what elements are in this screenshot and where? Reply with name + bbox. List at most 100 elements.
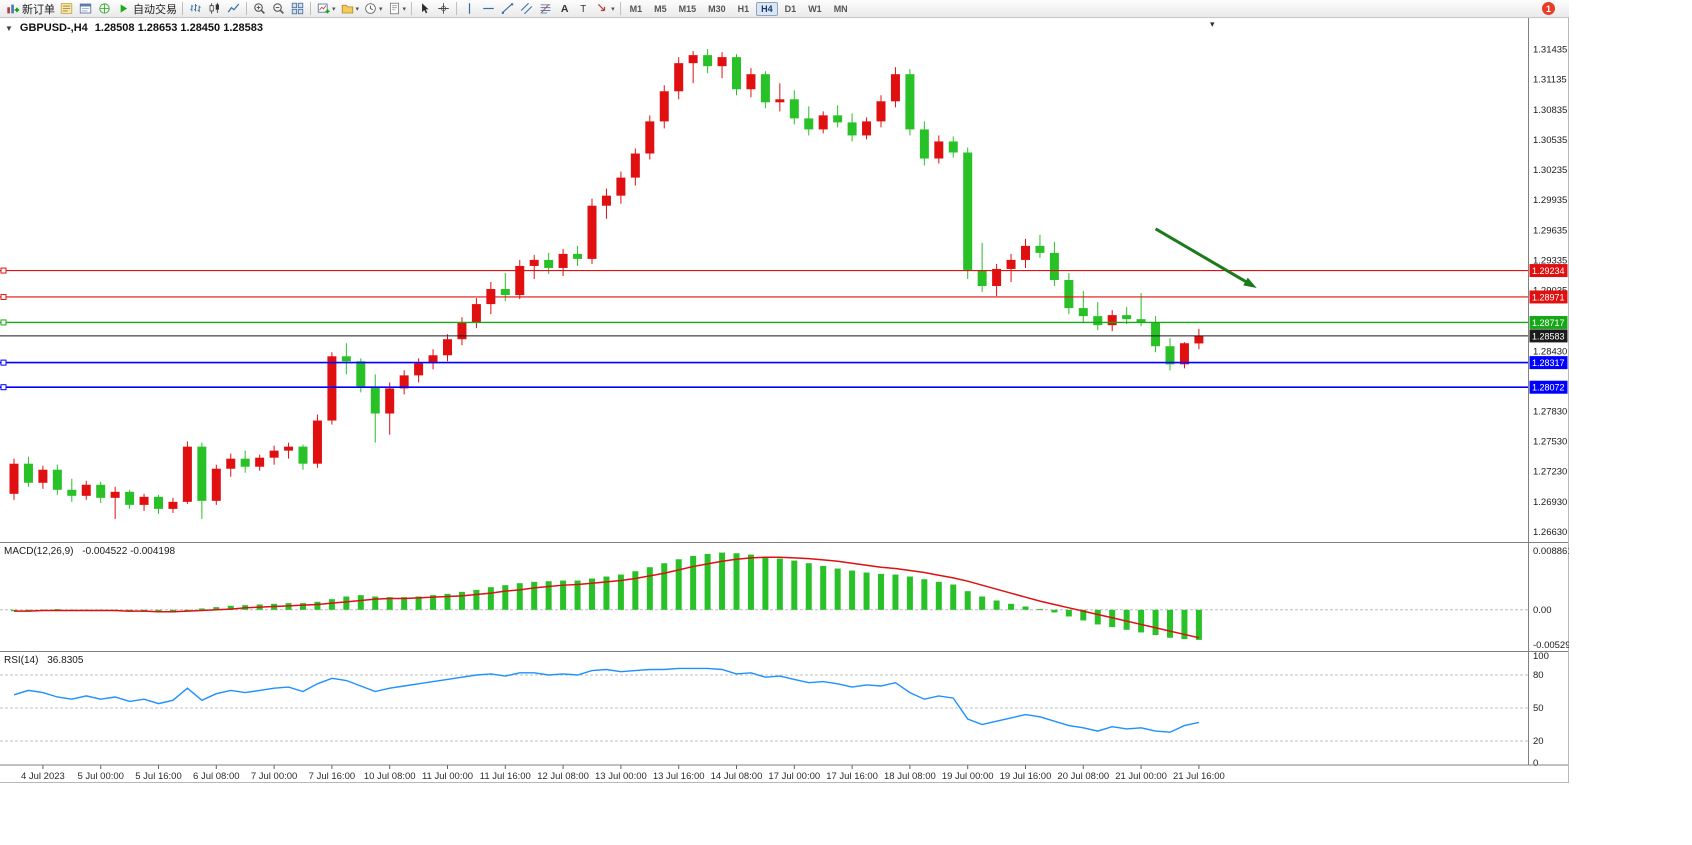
macd-histogram-bar	[603, 576, 610, 610]
zoom-out-button[interactable]	[269, 1, 288, 17]
line-handle[interactable]	[0, 359, 7, 366]
text-label-button[interactable]: T	[574, 1, 593, 17]
candle-body	[1151, 322, 1161, 347]
timeframe-h1-button[interactable]: H1	[737, 3, 750, 14]
arrow-object-head[interactable]	[1243, 277, 1257, 289]
rsi-scale-label: 20	[1533, 736, 1544, 747]
price-tag-label: 1.28317	[1532, 358, 1565, 368]
rsi-scale-label: 100	[1533, 651, 1549, 662]
candlestick-chart-button[interactable]	[205, 1, 224, 17]
macd-name: MACD(12,26,9)	[4, 546, 74, 557]
timeframe-h4-button[interactable]: H4	[756, 1, 778, 16]
line-handle[interactable]	[0, 267, 7, 274]
line-handle[interactable]	[0, 384, 7, 391]
candle-body	[862, 121, 872, 136]
timeframe-m15-button[interactable]: M15	[678, 3, 697, 14]
rsi-name: RSI(14)	[4, 655, 39, 666]
macd-histogram-bar	[54, 609, 61, 611]
label-icon: T	[576, 1, 591, 16]
date-axis-label: 17 Jul 16:00	[826, 771, 878, 782]
notification-badge[interactable]: 1	[1542, 2, 1555, 15]
market-watch-icon	[59, 1, 74, 16]
macd-histogram-bar	[690, 555, 697, 610]
line-handle[interactable]	[0, 319, 7, 326]
chart-shift-marker[interactable]: ▾	[1210, 19, 1215, 29]
candle-body	[414, 363, 424, 376]
macd-histogram-bar	[950, 584, 957, 610]
zoom-in-button[interactable]	[250, 1, 269, 17]
price-tag	[1529, 264, 1568, 278]
macd-histogram-bar	[328, 599, 335, 610]
candle-body	[471, 304, 481, 323]
macd-histogram-bar	[300, 603, 306, 610]
new-chart-icon	[316, 1, 331, 16]
macd-histogram-bar	[617, 574, 624, 610]
fibonacci-button[interactable]	[536, 1, 555, 17]
timeframe-mn-button[interactable]: MN	[833, 3, 848, 14]
macd-histogram-bar	[906, 576, 913, 610]
dropdown-caret-icon[interactable]: ▾	[379, 5, 383, 13]
vertical-line-button[interactable]	[460, 1, 479, 17]
dropdown-caret-icon[interactable]: ▾	[402, 5, 407, 13]
candle-body	[544, 259, 554, 268]
date-axis-label: 17 Jul 00:00	[768, 771, 820, 782]
main-toolbar: 新订单 自动交易 ▾ ▾ ▾ ▾ A T ▾ M1 M5 M15 M30 H1 H4 D1 W1 MN	[0, 0, 1569, 18]
templates-button[interactable]: ▾	[385, 1, 409, 17]
candle-body	[110, 491, 120, 498]
navigator-button[interactable]	[95, 1, 114, 17]
bar-chart-button[interactable]	[186, 1, 205, 17]
new-order-button[interactable]: 新订单	[3, 1, 57, 17]
timeframe-w1-button[interactable]: W1	[808, 3, 822, 14]
dropdown-caret-icon[interactable]: ▾	[355, 5, 360, 13]
line-handle[interactable]	[0, 293, 7, 300]
arrow-object[interactable]	[1154, 227, 1250, 285]
date-axis-label: 20 Jul 08:00	[1057, 771, 1109, 782]
macd-histogram-bar	[1181, 609, 1188, 640]
timeframe-m5-button[interactable]: M5	[654, 3, 667, 14]
macd-histogram-bar	[834, 568, 841, 610]
timeframe-d1-button[interactable]: D1	[784, 3, 797, 14]
macd-histogram-bar	[805, 563, 812, 610]
candle-body	[1078, 308, 1088, 317]
toolbar-separator	[456, 2, 458, 15]
dropdown-caret-icon[interactable]: ▾	[332, 5, 336, 13]
horizontal-line-button[interactable]	[479, 1, 498, 17]
macd-histogram-bar	[776, 558, 783, 610]
line-chart-button[interactable]	[224, 1, 243, 17]
crosshair-button[interactable]	[434, 1, 453, 17]
auto-trading-button[interactable]: 自动交易	[114, 1, 179, 17]
arrow-objects-button[interactable]: ▾	[593, 1, 617, 17]
candle-body	[1035, 245, 1045, 253]
cursor-button[interactable]	[415, 1, 434, 17]
price-tag-label: 1.28971	[1532, 292, 1565, 302]
candle-body	[1194, 335, 1204, 344]
data-window-button[interactable]	[76, 1, 95, 17]
price-axis-label: 1.27230	[1533, 467, 1567, 478]
candle-body	[284, 446, 294, 451]
macd-histogram-bar	[560, 580, 567, 610]
cursor-icon	[417, 1, 432, 16]
tile-windows-button[interactable]	[288, 1, 307, 17]
candle-body	[876, 101, 886, 122]
date-axis-label: 19 Jul 00:00	[942, 771, 994, 782]
date-axis-label: 5 Jul 00:00	[77, 771, 123, 782]
market-watch-button[interactable]	[57, 1, 76, 17]
trendline-button[interactable]	[498, 1, 517, 17]
candle-body	[703, 55, 713, 67]
equidistant-channel-button[interactable]	[517, 1, 536, 17]
dropdown-caret-icon[interactable]: ▾	[611, 5, 615, 13]
timeframe-m1-button[interactable]: M1	[629, 3, 643, 14]
chart-canvas[interactable]: 1.31435 1.31135 1.30835 1.30535 1.30235 1.299…	[0, 18, 1569, 783]
macd-signal-line	[14, 556, 1200, 639]
price-axis-label: 1.29635	[1533, 225, 1567, 236]
period-button[interactable]: ▾	[361, 1, 385, 17]
candle-body	[919, 129, 929, 159]
one-click-trading-toggle[interactable]: ▼	[5, 23, 13, 33]
text-button[interactable]: A	[555, 1, 574, 17]
vline-icon	[462, 1, 477, 16]
date-axis-label: 13 Jul 00:00	[595, 771, 647, 782]
timeframe-m30-button[interactable]: M30	[708, 3, 726, 14]
profiles-button[interactable]: ▾	[338, 1, 362, 17]
new-chart-button[interactable]: ▾	[314, 1, 338, 17]
candle-body	[746, 74, 756, 90]
